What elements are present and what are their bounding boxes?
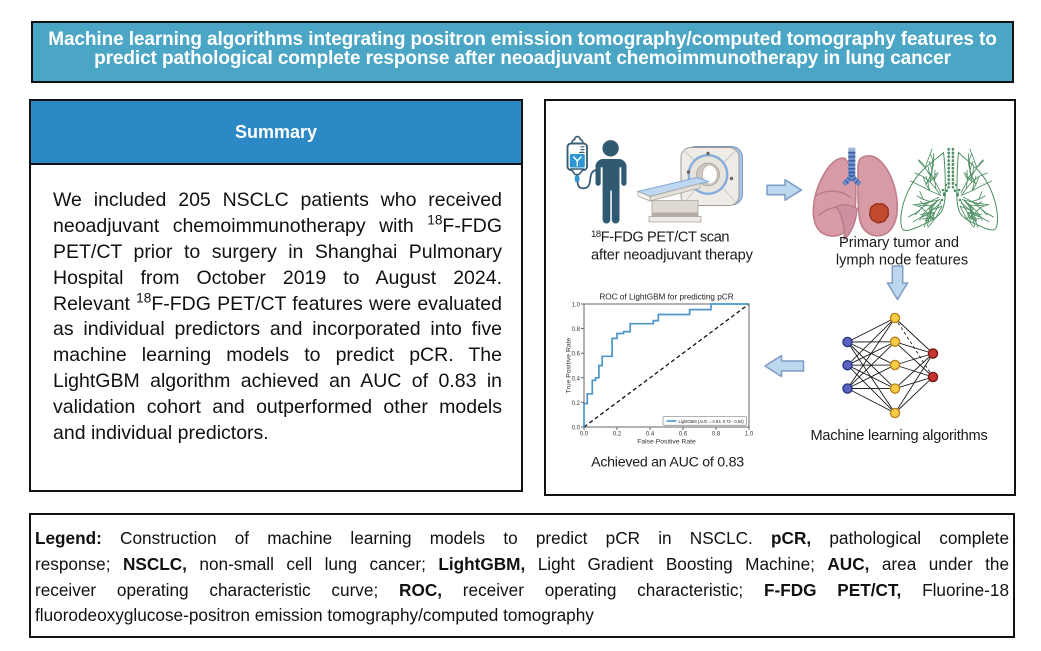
- svg-text:Machine learning algorithms: Machine learning algorithms: [810, 428, 987, 444]
- svg-text:0.6: 0.6: [679, 432, 688, 438]
- svg-text:0.4: 0.4: [646, 432, 655, 438]
- svg-text:0.6: 0.6: [572, 352, 581, 358]
- svg-text:0.8: 0.8: [572, 327, 581, 333]
- svg-text:Achieved an AUC of 0.83: Achieved an AUC of 0.83: [591, 455, 744, 471]
- svg-text:after neoadjuvant therapy: after neoadjuvant therapy: [591, 248, 754, 264]
- svg-text:ROC of LightGBM for predicting: ROC of LightGBM for predicting pCR: [599, 293, 733, 302]
- svg-text:0.8: 0.8: [712, 432, 721, 438]
- svg-text:lymph node features: lymph node features: [836, 253, 968, 269]
- svg-text:0.0: 0.0: [572, 426, 581, 432]
- svg-text:18F-FDG PET/CT scan: 18F-FDG PET/CT scan: [591, 229, 729, 246]
- svg-text:LightGBM (AUC = 0.83, 0.72 - 0: LightGBM (AUC = 0.83, 0.72 - 0.94): [679, 419, 745, 424]
- svg-text:1.0: 1.0: [572, 303, 581, 309]
- svg-text:Primary tumor and: Primary tumor and: [839, 235, 959, 251]
- svg-text:0.2: 0.2: [613, 432, 622, 438]
- svg-text:1.0: 1.0: [745, 432, 754, 438]
- svg-text:0.2: 0.2: [572, 401, 581, 407]
- svg-text:False Positive Rate: False Positive Rate: [637, 439, 696, 446]
- svg-text:0.0: 0.0: [580, 432, 589, 438]
- svg-text:0.4: 0.4: [572, 376, 581, 382]
- svg-text:True Positive Rate: True Positive Rate: [566, 337, 573, 393]
